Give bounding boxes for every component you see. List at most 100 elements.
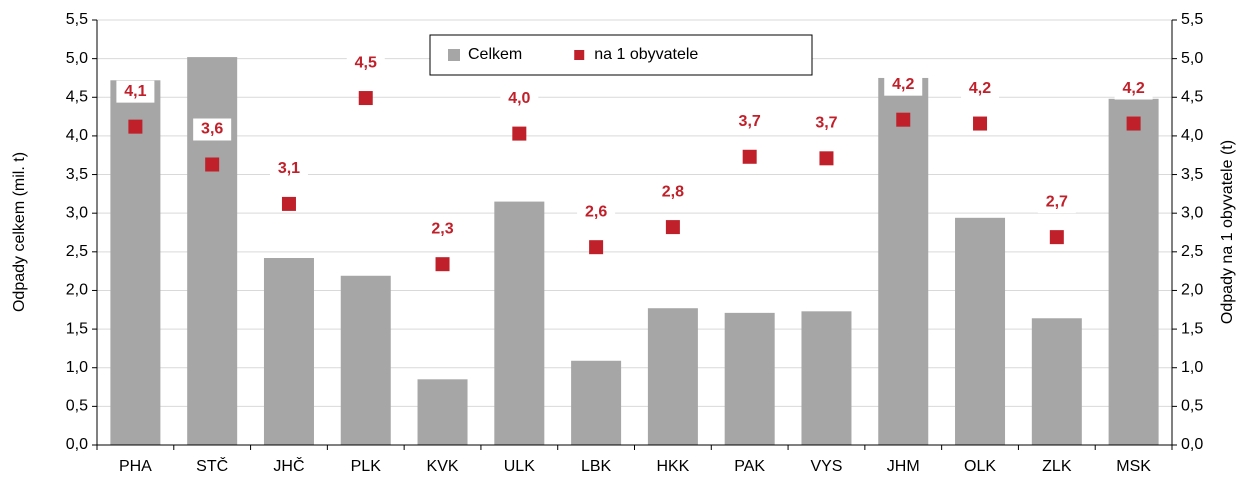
y-tick-label: 3,0 (66, 204, 88, 221)
x-tick-label: PLK (351, 458, 382, 475)
x-tick-label: STČ (196, 456, 228, 475)
marker (1049, 230, 1064, 245)
marker (435, 257, 450, 272)
data-label: 3,1 (278, 160, 300, 177)
bar (494, 201, 545, 445)
marker (589, 240, 604, 255)
y-tick-label: 0,0 (66, 436, 88, 453)
y-tick-label: 0,5 (66, 398, 88, 415)
y-tick-label: 4,5 (66, 88, 88, 105)
data-label: 4,1 (124, 83, 146, 100)
x-tick-label: LBK (581, 458, 612, 475)
label-bg (1114, 77, 1153, 100)
bar (724, 312, 775, 445)
marker (742, 149, 757, 164)
bar (571, 360, 622, 445)
marker (205, 157, 220, 172)
bar (417, 379, 468, 445)
bar (1108, 98, 1159, 446)
data-label: 2,6 (585, 203, 607, 220)
y2-tick-label: 1,0 (1181, 359, 1203, 376)
label-bg (653, 181, 692, 204)
marker (896, 112, 911, 127)
y2-tick-label: 3,5 (1181, 166, 1203, 183)
y2-tick-label: 4,0 (1181, 127, 1203, 144)
x-tick-label: PAK (734, 458, 765, 475)
y-axis-label: Odpady celkem (mil. t) (11, 152, 28, 312)
data-label: 4,2 (969, 80, 991, 97)
y-tick-label: 2,0 (66, 282, 88, 299)
x-tick-label: VYS (810, 458, 842, 475)
label-bg (577, 201, 616, 224)
legend-label: na 1 obyvatele (594, 46, 698, 63)
marker (281, 196, 296, 211)
bar (1031, 318, 1082, 445)
label-bg (423, 218, 462, 241)
marker (819, 151, 834, 166)
bar (263, 258, 314, 445)
marker (665, 220, 680, 235)
data-label: 2,7 (1046, 193, 1068, 210)
y2-tick-label: 5,0 (1181, 50, 1203, 67)
bar (187, 57, 238, 445)
y2-tick-label: 2,0 (1181, 282, 1203, 299)
data-label: 4,2 (1122, 80, 1144, 97)
label-bg (116, 80, 155, 103)
label-bg (269, 157, 308, 180)
x-tick-label: JHČ (273, 456, 304, 475)
data-label: 2,3 (431, 220, 453, 237)
x-tick-label: ZLK (1042, 458, 1072, 475)
bar (110, 80, 161, 445)
x-tick-label: JHM (887, 458, 920, 475)
x-tick-label: OLK (964, 458, 996, 475)
marker (358, 91, 373, 106)
marker (512, 126, 527, 141)
label-bg (961, 77, 1000, 100)
y2-tick-label: 5,5 (1181, 11, 1203, 28)
y-tick-label: 5,5 (66, 11, 88, 28)
y-tick-label: 2,5 (66, 243, 88, 260)
marker (973, 116, 988, 131)
y-tick-label: 3,5 (66, 166, 88, 183)
bar (647, 308, 698, 445)
y2-tick-label: 3,0 (1181, 204, 1203, 221)
bar (801, 311, 852, 445)
marker (128, 119, 143, 134)
data-label: 4,5 (355, 54, 377, 71)
legend-swatch (448, 49, 460, 61)
data-label: 3,6 (201, 121, 223, 138)
label-bg (193, 118, 232, 141)
legend-box (429, 34, 813, 76)
y-tick-label: 1,5 (66, 320, 88, 337)
y2-tick-label: 1,5 (1181, 320, 1203, 337)
data-label: 3,7 (815, 115, 837, 132)
data-label: 2,8 (662, 183, 684, 200)
y-tick-label: 4,0 (66, 127, 88, 144)
label-bg (500, 87, 539, 110)
label-bg (807, 112, 846, 135)
x-tick-label: MSK (1116, 458, 1151, 475)
x-tick-label: PHA (119, 458, 152, 475)
legend-label: Celkem (468, 46, 522, 63)
x-tick-label: ULK (504, 458, 535, 475)
data-label: 4,2 (892, 76, 914, 93)
data-label: 3,7 (739, 113, 761, 130)
label-bg (730, 110, 769, 133)
label-bg (346, 52, 385, 75)
y2-tick-label: 4,5 (1181, 88, 1203, 105)
bar (878, 77, 929, 446)
data-label: 4,0 (508, 90, 530, 107)
y-tick-label: 1,0 (66, 359, 88, 376)
label-bg (1037, 191, 1076, 214)
marker (1126, 116, 1141, 131)
label-bg (884, 73, 923, 96)
bar (955, 217, 1006, 445)
y-tick-label: 5,0 (66, 50, 88, 67)
legend-swatch (574, 50, 585, 60)
y2-tick-label: 0,0 (1181, 436, 1203, 453)
y2-axis-label: Odpady na 1 obyvatele (t) (1219, 140, 1236, 324)
bar (340, 275, 391, 445)
y2-tick-label: 2,5 (1181, 243, 1203, 260)
x-tick-label: HKK (656, 458, 689, 475)
